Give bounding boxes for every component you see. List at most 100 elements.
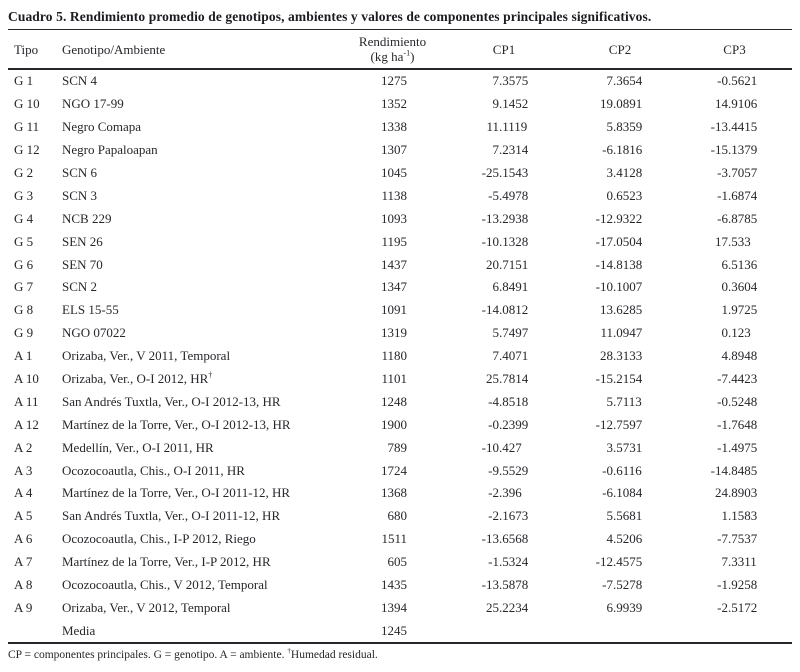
cell-int-part: 1248 <box>381 393 407 409</box>
cell-rendimiento: 1245 <box>340 619 445 643</box>
cell-cp3: -3.7057 <box>677 162 792 185</box>
cell-rendimiento: 1138 <box>340 184 445 207</box>
cell-genotipo: SCN 3 <box>62 187 98 203</box>
cell-rendimiento: 605 <box>340 551 445 574</box>
cell-frac-part: .8138 <box>613 256 643 272</box>
table-row: G 7 SCN 2 1347 6.8491 -10.1007 0.3604 <box>8 276 792 299</box>
cell-tipo: A 12 <box>14 416 39 432</box>
cell-rendimiento: 1093 <box>340 207 445 230</box>
cell-int-part: 24 <box>715 485 728 501</box>
table-row: A 9 Orizaba, Ver., V 2012, Temporal 1394 25… <box>8 596 792 619</box>
cell-int-part: 1195 <box>381 233 407 249</box>
cell-genotipo: SCN 4 <box>62 73 98 89</box>
cell-cp2: 0.6523 <box>563 184 677 207</box>
cell-int-part: 19 <box>600 96 613 112</box>
table-footnote: CP = componentes principales. G = genoti… <box>8 648 792 661</box>
cell-genotipo: Media <box>62 622 96 638</box>
cell-int-part: 14 <box>715 96 728 112</box>
cell-genotipo: ELS 15-55 <box>62 302 119 318</box>
cell-tipo: G 5 <box>14 233 34 249</box>
cell-frac-part: .3133 <box>613 348 643 364</box>
table-row: A 3 Ocozocoautla, Chis., O-I 2011, HR 1724… <box>8 459 792 482</box>
cell-cp3: -1.6874 <box>677 184 792 207</box>
cell-rendimiento: 789 <box>340 436 445 459</box>
cell-frac-part: .4415 <box>728 119 758 135</box>
cell-int-part: -7 <box>717 371 728 387</box>
cell-rendimiento: 1437 <box>340 253 445 276</box>
cell-tipo: G 2 <box>14 165 34 180</box>
table-row: G 10 NGO 17-99 1352 9.1452 19.0891 14.9106 <box>8 93 792 116</box>
cell-cp1: 20.7151 <box>445 253 563 276</box>
cell-int-part: 1347 <box>381 279 407 295</box>
cell-frac-part: .3654 <box>613 73 643 89</box>
cell-rendimiento: 1394 <box>340 596 445 619</box>
cell-cp2: -0.6116 <box>563 459 677 482</box>
cell-cp3: -0.5621 <box>677 69 792 93</box>
cell-cp1: 7.2314 <box>445 139 563 162</box>
table-row: G 4 NCB 229 1093 -13.2938 -12.9322 -6.8785 <box>8 207 792 230</box>
table-row: G 3 SCN 3 1138 -5.4978 0.6523 -1.6874 <box>8 184 792 207</box>
cell-genotipo: Negro Comapa <box>62 119 142 135</box>
cell-cp1: -2.396 <box>445 482 563 505</box>
cell-int-part: -4 <box>488 393 499 409</box>
cell-int-part: 1180 <box>381 348 407 364</box>
cell-frac-part: .396 <box>499 485 522 501</box>
cell-cp2: -10.1007 <box>563 276 677 299</box>
table-body: G 1 SCN 4 1275 7.3575 7.3654 -0.5621 G 10 NGO 1… <box>8 69 792 644</box>
table-header: Tipo Genotipo/Ambiente Rendimiento (kg h… <box>8 30 792 69</box>
cell-int-part: 9 <box>492 96 500 112</box>
table-title: Cuadro 5. Rendimiento promedio de genoti… <box>8 9 652 24</box>
table-row: G 11 Negro Comapa 1338 11.1119 5.8359 -13.441… <box>8 116 792 139</box>
cell-rendimiento: 1368 <box>340 482 445 505</box>
cell-frac-part: .427 <box>499 439 522 455</box>
cell-cp2: 13.6285 <box>563 299 677 322</box>
cell-cp3: -6.8785 <box>677 207 792 230</box>
cell-cp3: -1.4975 <box>677 436 792 459</box>
cell-rendimiento: 1180 <box>340 345 445 368</box>
cell-int-part: -14 <box>710 462 728 478</box>
cell-tipo: G 1 <box>14 73 34 89</box>
cell-frac-part: .0947 <box>613 325 643 341</box>
cell-frac-part: .0891 <box>613 96 643 112</box>
cell-cp2: 11.0947 <box>563 322 677 345</box>
rendimiento-unit-pre: (kg ha <box>370 49 404 64</box>
cell-int-part: 1275 <box>381 73 407 89</box>
cell-cp1: -4.8518 <box>445 390 563 413</box>
cell-int-part: -1 <box>717 416 728 432</box>
cell-int-part: -7 <box>717 531 728 547</box>
cell-int-part: -2 <box>717 599 728 615</box>
cell-cp3: 1.9725 <box>677 299 792 322</box>
cell-int-part: -0 <box>602 462 613 478</box>
cell-frac-part: .8491 <box>499 279 529 295</box>
cell-int-part: -0 <box>717 73 728 89</box>
cell-frac-part: .7537 <box>728 531 758 547</box>
cell-rendimiento: 1091 <box>340 299 445 322</box>
cell-frac-part: .123 <box>728 325 751 341</box>
table-row: G 1 SCN 4 1275 7.3575 7.3654 -0.5621 <box>8 69 792 93</box>
cell-cp1: -0.2399 <box>445 413 563 436</box>
cell-int-part: 13 <box>600 302 613 318</box>
cell-int-part: 1 <box>721 508 729 524</box>
cell-tipo: G 4 <box>14 210 34 226</box>
cell-tipo: A 4 <box>14 485 33 501</box>
cell-tipo: G 10 <box>14 96 40 112</box>
cell-cp3: 17.533 <box>677 230 792 253</box>
cell-cp3: -14.8485 <box>677 459 792 482</box>
table-row: A 11 San Andrés Tuxtla, Ver., O-I 2012-13… <box>8 390 792 413</box>
cell-frac-part: .1328 <box>499 233 529 249</box>
cell-rendimiento: 1347 <box>340 276 445 299</box>
cell-int-part: -6 <box>602 485 613 501</box>
cell-tipo: G 12 <box>14 142 40 158</box>
cell-frac-part: .5278 <box>613 577 643 593</box>
rendimiento-unit-exponent: -1 <box>403 48 411 58</box>
cell-tipo: A 9 <box>14 599 33 615</box>
cell-cp3: 0.123 <box>677 322 792 345</box>
cell-frac-part: .6116 <box>613 462 642 478</box>
cell-cp2: -15.2154 <box>563 368 677 391</box>
cell-frac-part: .1379 <box>728 142 758 158</box>
cell-cp2: 7.3654 <box>563 69 677 93</box>
cell-rendimiento: 1435 <box>340 574 445 597</box>
cell-frac-part: .8903 <box>728 485 758 501</box>
cell-cp1: 7.4071 <box>445 345 563 368</box>
cell-int-part: 1307 <box>381 142 407 158</box>
